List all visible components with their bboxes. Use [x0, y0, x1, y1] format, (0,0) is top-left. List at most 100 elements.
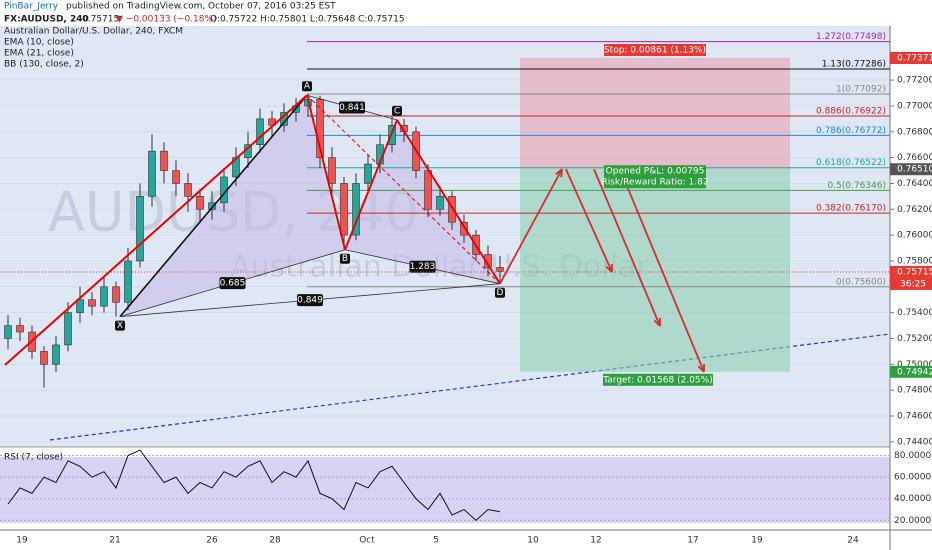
position-label-box	[603, 373, 713, 386]
y-tick-label: 0.75400	[897, 308, 932, 318]
legend-item: EMA (10, close)	[4, 38, 74, 48]
header-bg	[0, 0, 932, 26]
ratio-box	[297, 294, 323, 307]
price-marker-label: 0.75715	[897, 267, 932, 277]
symbol: FX:AUDUSD, 240	[4, 15, 89, 25]
price-marker-label: 0.77371	[897, 54, 932, 64]
publisher[interactable]: PinBar_Jerry	[4, 2, 59, 12]
candle-body	[256, 118, 264, 145]
projection-arrow	[499, 168, 563, 285]
fib-label: 0.886(0.76922)	[816, 107, 886, 117]
legend-item: BB (130, close, 2)	[4, 60, 84, 70]
pattern-fill	[120, 95, 345, 317]
ratio-box	[219, 277, 246, 290]
trendline	[49, 333, 891, 441]
countdown-box	[890, 277, 932, 290]
x-tick-label: 10	[527, 536, 539, 546]
candle-body	[160, 150, 168, 171]
fib-label: 0(0.75600)	[836, 277, 886, 287]
rsi-tick-label: 60.0000	[894, 473, 931, 483]
legend-item: EMA (21, close)	[4, 49, 74, 59]
point-box	[302, 81, 312, 92]
candle-body	[352, 183, 360, 236]
projection-arrow	[593, 168, 661, 327]
candle-body	[16, 325, 24, 333]
x-tick-label: 19	[16, 536, 28, 546]
y-tick-label: 0.74800	[897, 386, 932, 396]
y-tick-label: 0.75800	[897, 256, 932, 266]
point-label: A	[304, 82, 311, 92]
candle-body	[424, 170, 432, 210]
point-label: C	[394, 106, 400, 116]
position-label-box	[604, 44, 706, 57]
position-label: Opened P&L: 0.00795	[606, 167, 705, 177]
point-label: X	[117, 321, 123, 331]
rsi-tick-label: 40.0000	[894, 494, 931, 504]
ratio-box	[409, 260, 436, 273]
candle-body	[208, 202, 216, 210]
candle-body	[340, 183, 348, 236]
price-marker	[890, 265, 932, 278]
published: published on TradingView.com, October 07…	[66, 2, 336, 12]
arrow-head	[653, 317, 661, 327]
point-label: B	[342, 254, 348, 264]
candle-body	[148, 150, 156, 197]
candle-body	[364, 163, 372, 184]
position-label-box	[604, 165, 706, 178]
position-label-box	[604, 176, 706, 189]
candle-body	[328, 157, 336, 184]
ratio-label: 0.685	[220, 279, 246, 289]
price-marker	[890, 52, 932, 65]
point-box	[392, 105, 402, 116]
legend-item: Australian Dollar/U.S. Dollar, 240, FXCM	[4, 27, 183, 37]
point-box	[495, 287, 505, 298]
candle-body	[100, 286, 108, 307]
x-tick-label: 24	[847, 536, 859, 546]
price-marker-label: 0.74942	[897, 367, 932, 377]
candle-body	[436, 196, 444, 210]
price-marker	[890, 365, 932, 378]
rsi-line	[7, 449, 501, 522]
y-tick-label: 0.76200	[897, 205, 932, 215]
change: ▼ −0.00133 (−0.18%)	[116, 15, 217, 25]
candle-body	[52, 344, 60, 365]
y-tick-label: 0.76000	[897, 231, 932, 241]
price-marker-label: 0.76510	[897, 165, 932, 175]
rsi-label: RSI (7, close)	[4, 453, 63, 463]
candle-body	[184, 183, 192, 197]
arrow-head	[697, 363, 705, 373]
candle-body	[196, 196, 204, 210]
candle-body	[136, 196, 144, 262]
candle-body	[76, 299, 84, 313]
x-tick-label: 12	[590, 536, 601, 546]
y-tick-label: 0.76400	[897, 179, 932, 189]
countdown: 36:25	[900, 279, 926, 289]
position-label: Stop: 0.00861 (1.13%)	[604, 46, 706, 56]
ratio-label: 1.283	[410, 262, 436, 272]
trend-red	[4, 94, 308, 366]
rsi-band	[0, 457, 890, 523]
x-tick-label: Oct	[359, 536, 375, 546]
candle-body	[388, 125, 396, 145]
arrow-head	[555, 168, 563, 178]
position-label: Risk/Reward Ratio: 1.82	[601, 178, 708, 188]
position-label: Target: 0.01568 (2.05%)	[602, 375, 712, 385]
candle-body	[88, 299, 96, 307]
x-tick-label: 21	[109, 536, 120, 546]
candle-body	[448, 196, 456, 223]
fib-label: 0.786(0.76772)	[816, 126, 886, 136]
y-tick-label: 0.76600	[897, 153, 932, 163]
point-label: D	[497, 288, 504, 298]
x-tick-label: 19	[751, 536, 763, 546]
rsi-tick-label: 20.0000	[894, 516, 931, 526]
x-tick-label: 28	[269, 536, 281, 546]
candle-body	[460, 221, 468, 236]
y-tick-label: 0.77000	[897, 101, 932, 111]
ratio-label: 0.849	[297, 296, 323, 306]
y-tick-label: 0.77200	[897, 76, 932, 86]
ohlc: O:0.75722 H:0.75801 L:0.75648 C:0.75715	[210, 15, 405, 25]
fib-label: 0.5(0.76346)	[827, 181, 886, 191]
projection-arrow	[619, 168, 705, 373]
fib-label: 0.618(0.76522)	[816, 158, 886, 168]
y-tick-label: 0.75000	[897, 360, 932, 370]
